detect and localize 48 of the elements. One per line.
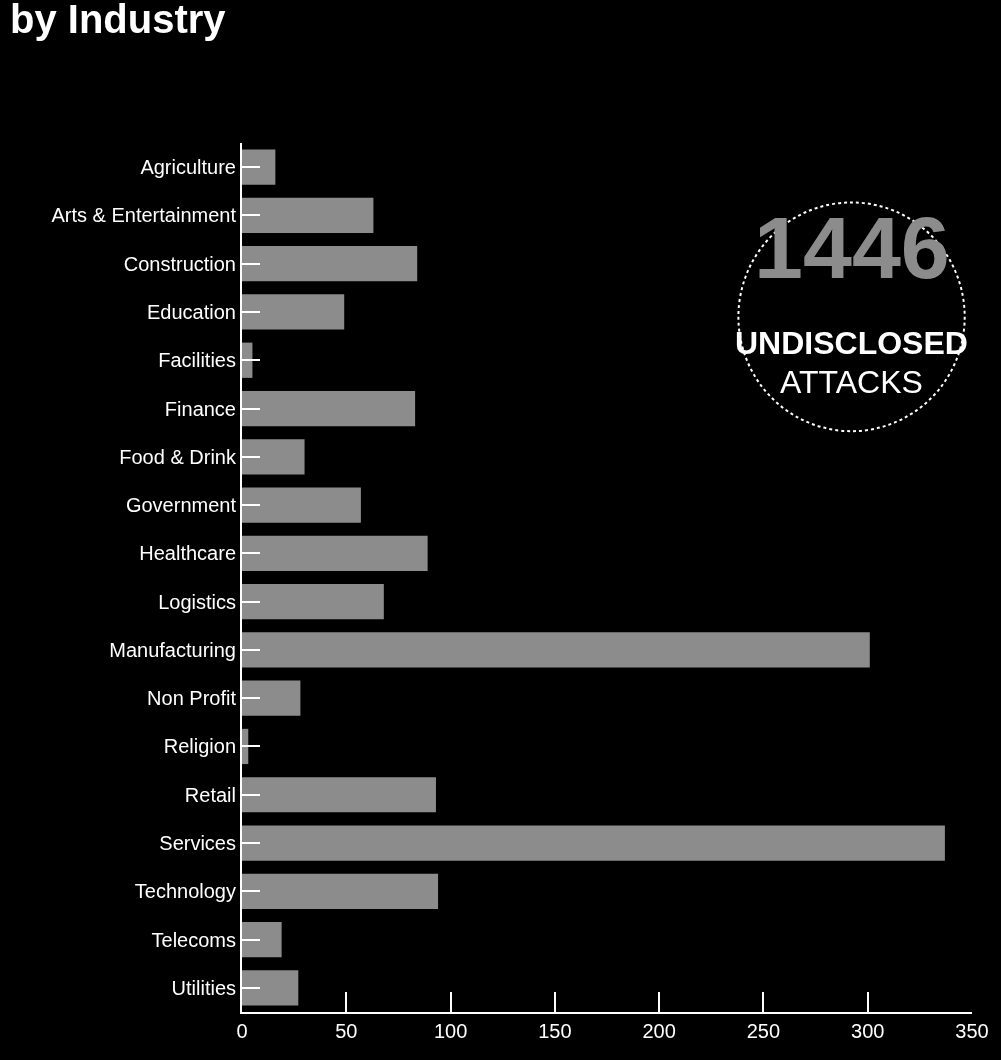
y-tick-label: Arts & Entertainment: [51, 204, 237, 227]
y-tick-label: Retail: [184, 783, 236, 806]
bar: [242, 921, 282, 958]
bar: [242, 246, 418, 282]
y-tick-label: Government: [125, 494, 237, 517]
bar: [242, 197, 374, 234]
bar: [242, 970, 299, 1006]
bar: [242, 680, 301, 716]
x-tick-label: 250: [746, 1020, 781, 1042]
x-tick-label: 300: [851, 1020, 885, 1042]
x-tick-label: 350: [955, 1020, 989, 1042]
y-tick-label: Finance: [164, 397, 236, 420]
bar: [242, 825, 945, 861]
y-tick-label: Construction: [123, 252, 236, 275]
y-tick-label: Utilities: [171, 976, 236, 999]
annotation: UNDISCLOSED: [735, 325, 968, 361]
y-tick-label: Facilities: [158, 349, 236, 372]
bar: [242, 584, 384, 620]
y-tick-label: Religion: [163, 735, 236, 758]
x-tick-label: 0: [236, 1020, 248, 1042]
x-tick-label: 150: [538, 1020, 572, 1042]
bar: [242, 342, 253, 378]
bar: [242, 149, 276, 185]
bar: [242, 728, 249, 765]
x-tick-label: 200: [642, 1020, 676, 1042]
y-tick-label: Non Profit: [147, 687, 237, 710]
bar: [242, 632, 870, 668]
annotation: 1446: [754, 198, 950, 297]
y-tick-label: Manufacturing: [109, 638, 236, 661]
bar: [242, 439, 305, 475]
bar: [242, 390, 416, 427]
y-tick-label: Services: [159, 832, 236, 855]
bar: [242, 777, 436, 813]
y-tick-label: Agriculture: [140, 156, 236, 179]
bar: [242, 535, 428, 571]
y-tick-label: Healthcare: [139, 542, 236, 565]
bar: [242, 873, 439, 909]
annotation: ATTACKS: [780, 364, 923, 400]
y-tick-label: Education: [147, 300, 236, 323]
bar: [242, 487, 361, 523]
bar: [242, 294, 345, 330]
y-tick-label: Food & Drink: [119, 445, 237, 468]
x-tick-label: 50: [335, 1020, 358, 1042]
x-tick-label: 100: [433, 1020, 468, 1042]
y-tick-label: Technology: [134, 880, 236, 903]
chart-title: by Industry: [10, 0, 227, 42]
y-tick-label: Logistics: [158, 590, 236, 613]
y-tick-label: Telecoms: [151, 928, 236, 951]
